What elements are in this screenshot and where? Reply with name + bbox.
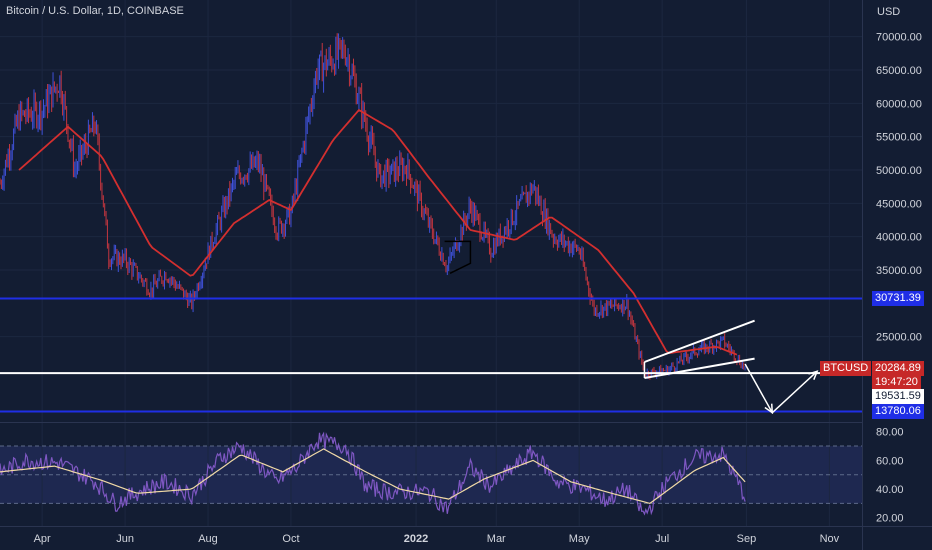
rsi-tick-label: 80.00 [876,427,904,439]
projection-arrowhead-down [764,403,774,415]
price-tick-label: 70000.00 [876,32,922,44]
price-tick-label: 50000.00 [876,165,922,177]
rsi-tick-label: 60.00 [876,455,904,467]
time-tick-label: Jul [655,533,669,545]
countdown-badge: 19:47:20 [872,375,921,390]
trend-drawings[interactable] [444,240,819,415]
time-tick-label: Oct [282,533,299,545]
candles [0,33,746,380]
projection-path [744,363,818,414]
pennant-drawing [444,240,472,275]
moving-average-line [18,108,738,356]
price-tick-label: 40000.00 [876,232,922,244]
price-tick-label: 55000.00 [876,132,922,144]
time-tick-label: Mar [487,533,506,545]
price-tick-label: 45000.00 [876,198,922,210]
currency-label: USD [877,6,901,18]
time-tick-label: Apr [34,533,51,545]
price-axis-ticks: 70000.00 65000.00 60000.00 55000.00 50000.00… [876,32,922,344]
price-tick-label: 35000.00 [876,265,922,277]
time-axis-separator [0,526,932,527]
rsi-axis-ticks: 80.00 60.00 40.00 20.00 [876,427,904,525]
price-label-lower-line[interactable]: 13780.06 [872,404,924,419]
rsi-line [0,431,746,516]
pane-separator [0,422,862,423]
price-tick-label: 65000.00 [876,65,922,77]
time-tick-label: Jun [116,533,134,545]
grid [0,0,862,526]
time-tick-label: Sep [737,533,757,545]
price-tick-label: 60000.00 [876,98,922,110]
time-tick-label: Aug [198,533,218,545]
rsi-ma-line [0,448,746,505]
chart-title: Bitcoin / U.S. Dollar, 1D, COINBASE [6,5,184,17]
symbol-badge[interactable]: BTCUSD [820,361,872,376]
price-label-white-line[interactable]: 19531.59 [872,389,924,404]
time-tick-label: May [569,533,590,545]
price-axis-separator [862,0,863,550]
time-axis-ticks: Apr Jun Aug Oct 2022 Mar May Jul Sep Nov [34,533,840,545]
time-tick-label: 2022 [404,533,428,545]
rsi-tick-label: 20.00 [876,513,904,525]
projection-arrowhead-up [808,370,819,380]
channel-line-upper [644,319,755,363]
price-label-upper-line[interactable]: 30731.39 [872,291,924,306]
rsi-guides [0,445,862,504]
price-tick-label: 25000.00 [876,332,922,344]
rsi-tick-label: 40.00 [876,484,904,496]
channel-line-lower [644,357,755,379]
time-tick-label: Nov [820,533,840,545]
current-price-badge[interactable]: 20284.89 [872,361,924,376]
